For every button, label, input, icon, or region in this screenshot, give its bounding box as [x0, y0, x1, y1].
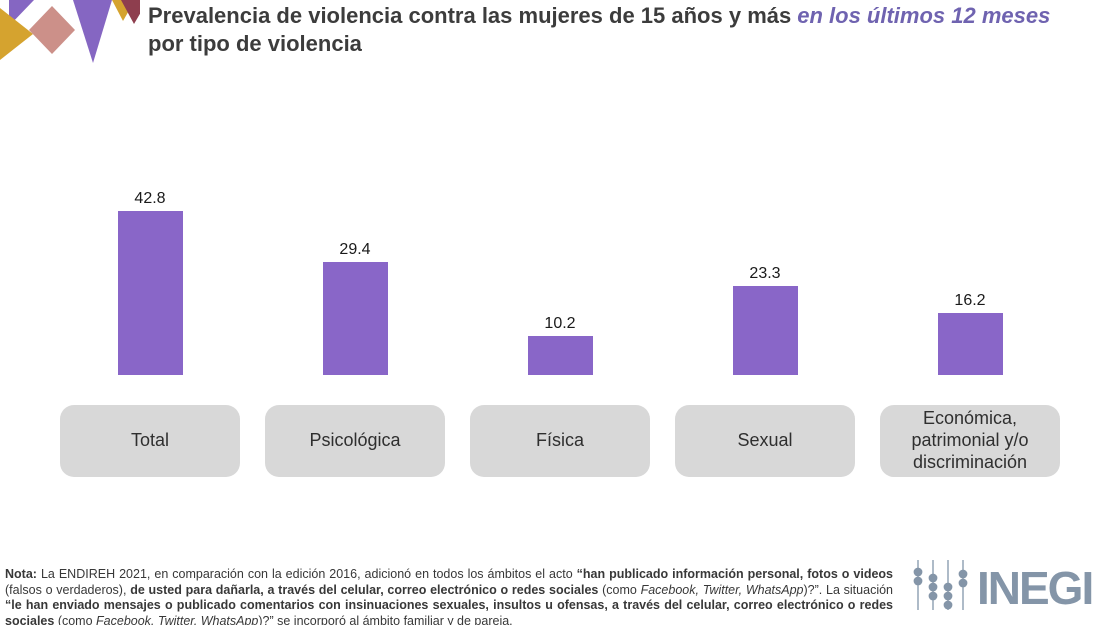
title-highlight: en los últimos 12 meses: [797, 3, 1051, 28]
category-label: Psicológica: [309, 430, 401, 451]
chart-column: 16.2 Económica, patrimonial y/o discrimi…: [880, 180, 1060, 477]
bar-economica: [937, 313, 1003, 375]
note-segment: (falsos o verdaderos),: [5, 582, 131, 597]
category-box-sexual: Sexual: [675, 405, 855, 477]
note-segment: Facebook, Twitter, WhatsApp: [96, 614, 259, 625]
value-label: 23.3: [749, 265, 781, 282]
category-label: Sexual: [737, 430, 793, 451]
bar-area: 42.8: [117, 180, 183, 375]
page-title: Prevalencia de violencia contra las muje…: [148, 2, 1108, 58]
category-label: Total: [130, 430, 170, 451]
logo-triangle-gold-left: [0, 8, 33, 60]
note-segment: )?”. La situación: [803, 582, 894, 597]
inegi-logo: INEGI: [912, 560, 1094, 616]
category-label: Física: [535, 430, 584, 451]
note-segment: “le han enviado mensajes o publicado com…: [5, 598, 893, 625]
title-main: Prevalencia de violencia contra las muje…: [148, 3, 792, 28]
note-segment: “han publicado información personal, fot…: [576, 567, 893, 581]
bar-sexual: [732, 286, 798, 375]
value-label: 10.2: [544, 315, 576, 332]
value-label: 29.4: [339, 241, 371, 258]
note-segment: (como: [54, 614, 97, 625]
logo-triangle-purple-big: [73, 0, 112, 63]
endireh-triangles-logo: [0, 0, 140, 63]
chart-column: 10.2 Física: [470, 180, 650, 477]
bar-psicologica: [322, 262, 388, 375]
bar-chart: 42.8 Total 29.4 Psicológica 10.2 Física: [60, 180, 1060, 477]
note-segment: Facebook, Twitter, WhatsApp: [640, 582, 804, 597]
bar-area: 29.4: [322, 180, 388, 375]
note-segment: (como: [598, 582, 641, 597]
note: Nota: La ENDIREH 2021, en comparación co…: [5, 567, 893, 625]
inegi-abacus-icon: [913, 560, 968, 610]
value-label: 42.8: [134, 190, 166, 207]
note-segment: Nota:: [5, 567, 37, 581]
note-segment: La ENDIREH 2021, en comparación con la e…: [36, 567, 577, 581]
logo-triangle-maroon: [121, 0, 140, 24]
chart-column: 23.3 Sexual: [675, 180, 855, 477]
inegi-wordmark: INEGI: [977, 562, 1094, 614]
category-box-fisica: Física: [470, 405, 650, 477]
category-box-economica: Económica, patrimonial y/o discriminació…: [880, 405, 1060, 477]
bar-area: 10.2: [527, 180, 593, 375]
chart-column: 29.4 Psicológica: [265, 180, 445, 477]
bar-area: 23.3: [732, 180, 798, 375]
note-segment: de usted para dañarla, a través del celu…: [130, 582, 599, 597]
value-label: 16.2: [954, 292, 986, 309]
category-label: Económica, patrimonial y/o discriminació…: [911, 408, 1029, 472]
category-box-psicologica: Psicológica: [265, 405, 445, 477]
bar-area: 16.2: [937, 180, 1003, 375]
category-box-total: Total: [60, 405, 240, 477]
logo-diamond-pink: [29, 6, 75, 54]
chart-column: 42.8 Total: [60, 180, 240, 477]
note-segment: )?” se incorporó al ámbito familiar y de…: [258, 614, 513, 625]
bar-fisica: [527, 336, 593, 375]
bar-total: [117, 211, 183, 375]
title-line2: por tipo de violencia: [148, 31, 362, 56]
logo-triangle-purple-small: [9, 0, 34, 26]
